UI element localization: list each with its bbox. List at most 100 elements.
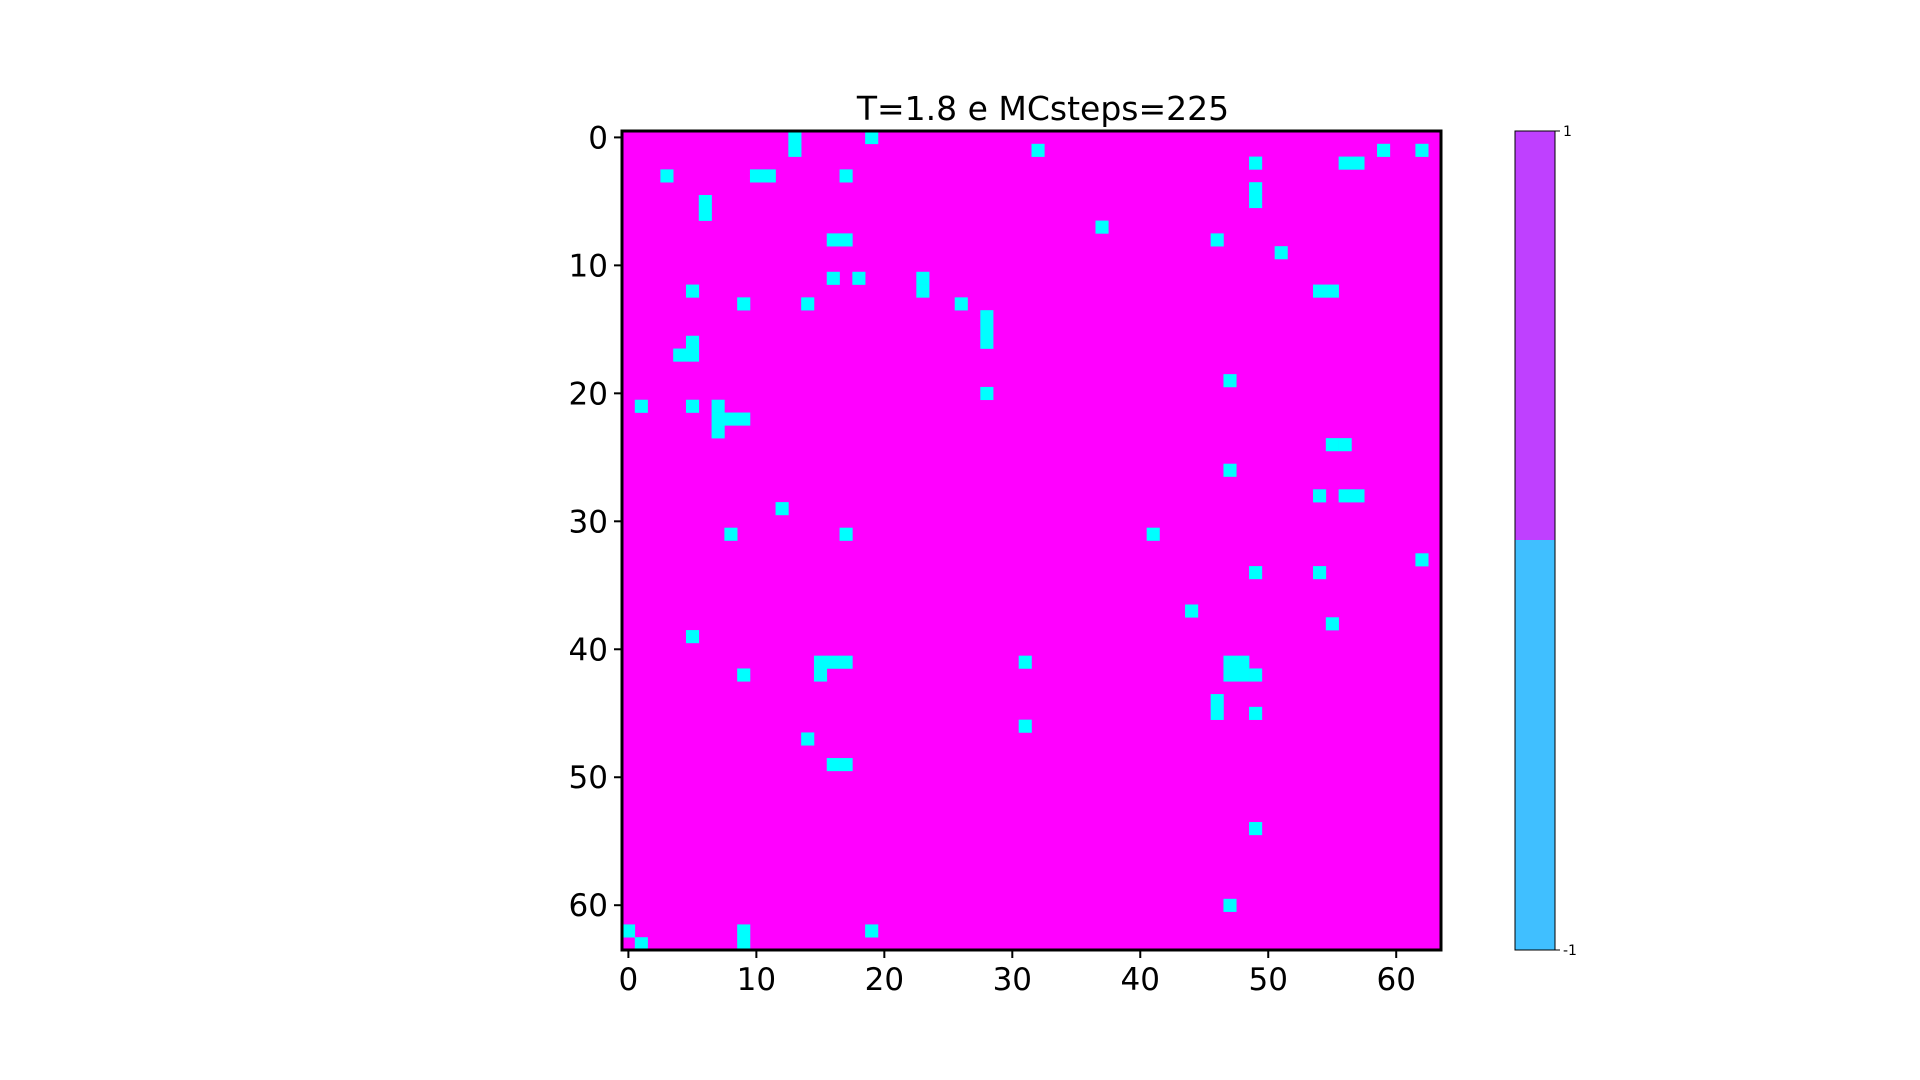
spin-down-cell — [660, 169, 674, 183]
spin-down-cell — [1018, 719, 1032, 733]
spin-down-cell — [1223, 374, 1237, 388]
spin-down-cell — [1325, 284, 1339, 298]
plot-frame — [620, 129, 1443, 952]
spin-down-cell — [1236, 668, 1250, 682]
spin-down-cell — [980, 322, 994, 337]
spin-down-cell — [788, 143, 802, 157]
spin-down-cell — [762, 169, 776, 183]
colorbar-frame — [1514, 130, 1556, 951]
spin-down-cell — [916, 284, 930, 298]
spin-down-cell — [1377, 143, 1391, 157]
colorbar-lower-band — [1515, 540, 1555, 950]
spin-down-cell — [1249, 182, 1263, 196]
spin-down-cell — [1249, 822, 1263, 836]
spin-down-cell — [634, 937, 648, 951]
chart-title: T=1.8 e MCsteps=225 — [856, 89, 1229, 128]
spin-down-cell — [737, 668, 751, 682]
spin-down-cell — [711, 412, 725, 426]
spin-down-cell — [1146, 527, 1160, 541]
spin-down-cell — [685, 630, 700, 644]
spin-down-cell — [1223, 463, 1237, 477]
spin-down-cell — [1210, 233, 1224, 247]
lattice — [622, 131, 1441, 951]
spin-down-cell — [954, 297, 968, 311]
spin-down-cell — [1313, 284, 1327, 298]
spin-down-cell — [1185, 604, 1199, 618]
y-tick-label: 40 — [569, 632, 608, 668]
spin-down-cell — [788, 131, 802, 145]
spin-down-cell — [685, 348, 700, 362]
spin-down-cell — [1223, 898, 1237, 912]
x-tick-label: 60 — [1376, 962, 1415, 998]
spin-down-cell — [1351, 489, 1365, 503]
spin-down-cell — [1210, 706, 1224, 720]
spin-down-cell — [698, 194, 712, 209]
spin-down-cell — [1236, 655, 1250, 669]
x-tick-label: 20 — [865, 962, 904, 998]
spin-down-cell — [1313, 489, 1327, 503]
spin-down-cell — [1031, 143, 1045, 157]
spin-down-cell — [685, 399, 700, 413]
spin-down-cell — [1095, 220, 1109, 234]
spin-down-cell — [1325, 617, 1339, 631]
spin-down-cell — [826, 271, 840, 285]
spin-down-cell — [724, 527, 738, 541]
spin-down-cell — [801, 297, 815, 311]
spin-down-cell — [1351, 156, 1365, 170]
spin-down-cell — [839, 655, 853, 669]
spin-down-cell — [826, 233, 840, 247]
spin-down-cell — [749, 169, 764, 183]
axis-ticks: 0 10 20 30 40 50 60 0 10 20 30 40 50 60 — [569, 120, 1416, 998]
y-tick-label: 10 — [569, 248, 608, 284]
spin-down-cell — [1338, 438, 1352, 452]
spin-down-cell — [1325, 438, 1339, 452]
y-tick-label: 60 — [569, 888, 608, 924]
spin-down-cell — [737, 297, 751, 311]
spin-down-cell — [839, 169, 853, 183]
spin-down-cell — [698, 207, 712, 221]
y-tick-label: 50 — [569, 760, 608, 796]
spin-down-cell — [775, 502, 789, 516]
x-tick-label: 10 — [737, 962, 776, 998]
spin-down-cell — [980, 386, 994, 401]
spin-down-cell — [1249, 194, 1263, 209]
y-tick-label: 20 — [569, 376, 608, 412]
spin-down-cell — [737, 937, 751, 951]
spin-down-cell — [673, 348, 687, 362]
spin-down-cell — [813, 655, 828, 669]
spin-down-cell — [737, 412, 751, 426]
spin-down-cell — [1249, 668, 1263, 682]
spin-down-cell — [839, 758, 853, 772]
x-tick-label: 0 — [619, 962, 639, 998]
x-tick-label: 40 — [1121, 962, 1160, 998]
spin-down-cell — [724, 412, 738, 426]
spin-down-cell — [685, 284, 700, 298]
spin-down-cell — [826, 655, 840, 669]
spin-down-cell — [826, 758, 840, 772]
spin-down-cell — [1249, 566, 1263, 580]
colorbar-upper-band — [1515, 131, 1555, 540]
spin-down-cell — [1223, 655, 1237, 669]
spin-down-cell — [813, 668, 828, 682]
x-tick-label: 30 — [993, 962, 1032, 998]
spin-down-cell — [980, 335, 994, 349]
y-tick-label: 30 — [569, 504, 608, 540]
spin-down-cell — [839, 233, 853, 247]
spin-down-cell — [839, 527, 853, 541]
colorbar-tick-label: 1 — [1563, 124, 1572, 140]
spin-down-cell — [634, 399, 648, 413]
spin-down-cell — [1415, 143, 1429, 157]
spin-down-cell — [685, 335, 700, 349]
spin-down-cell — [1018, 655, 1032, 669]
spin-down-cell — [1313, 566, 1327, 580]
spin-down-cell — [1249, 156, 1263, 170]
colorbar-tick-label: -1 — [1563, 943, 1577, 959]
spin-down-cell — [865, 924, 879, 938]
spin-up-background — [622, 131, 1441, 950]
spin-down-cell — [1338, 156, 1352, 170]
spin-down-cell — [916, 271, 930, 285]
spin-down-cell — [1338, 489, 1352, 503]
y-tick-label: 0 — [588, 120, 608, 156]
spin-down-cell — [1210, 694, 1224, 708]
